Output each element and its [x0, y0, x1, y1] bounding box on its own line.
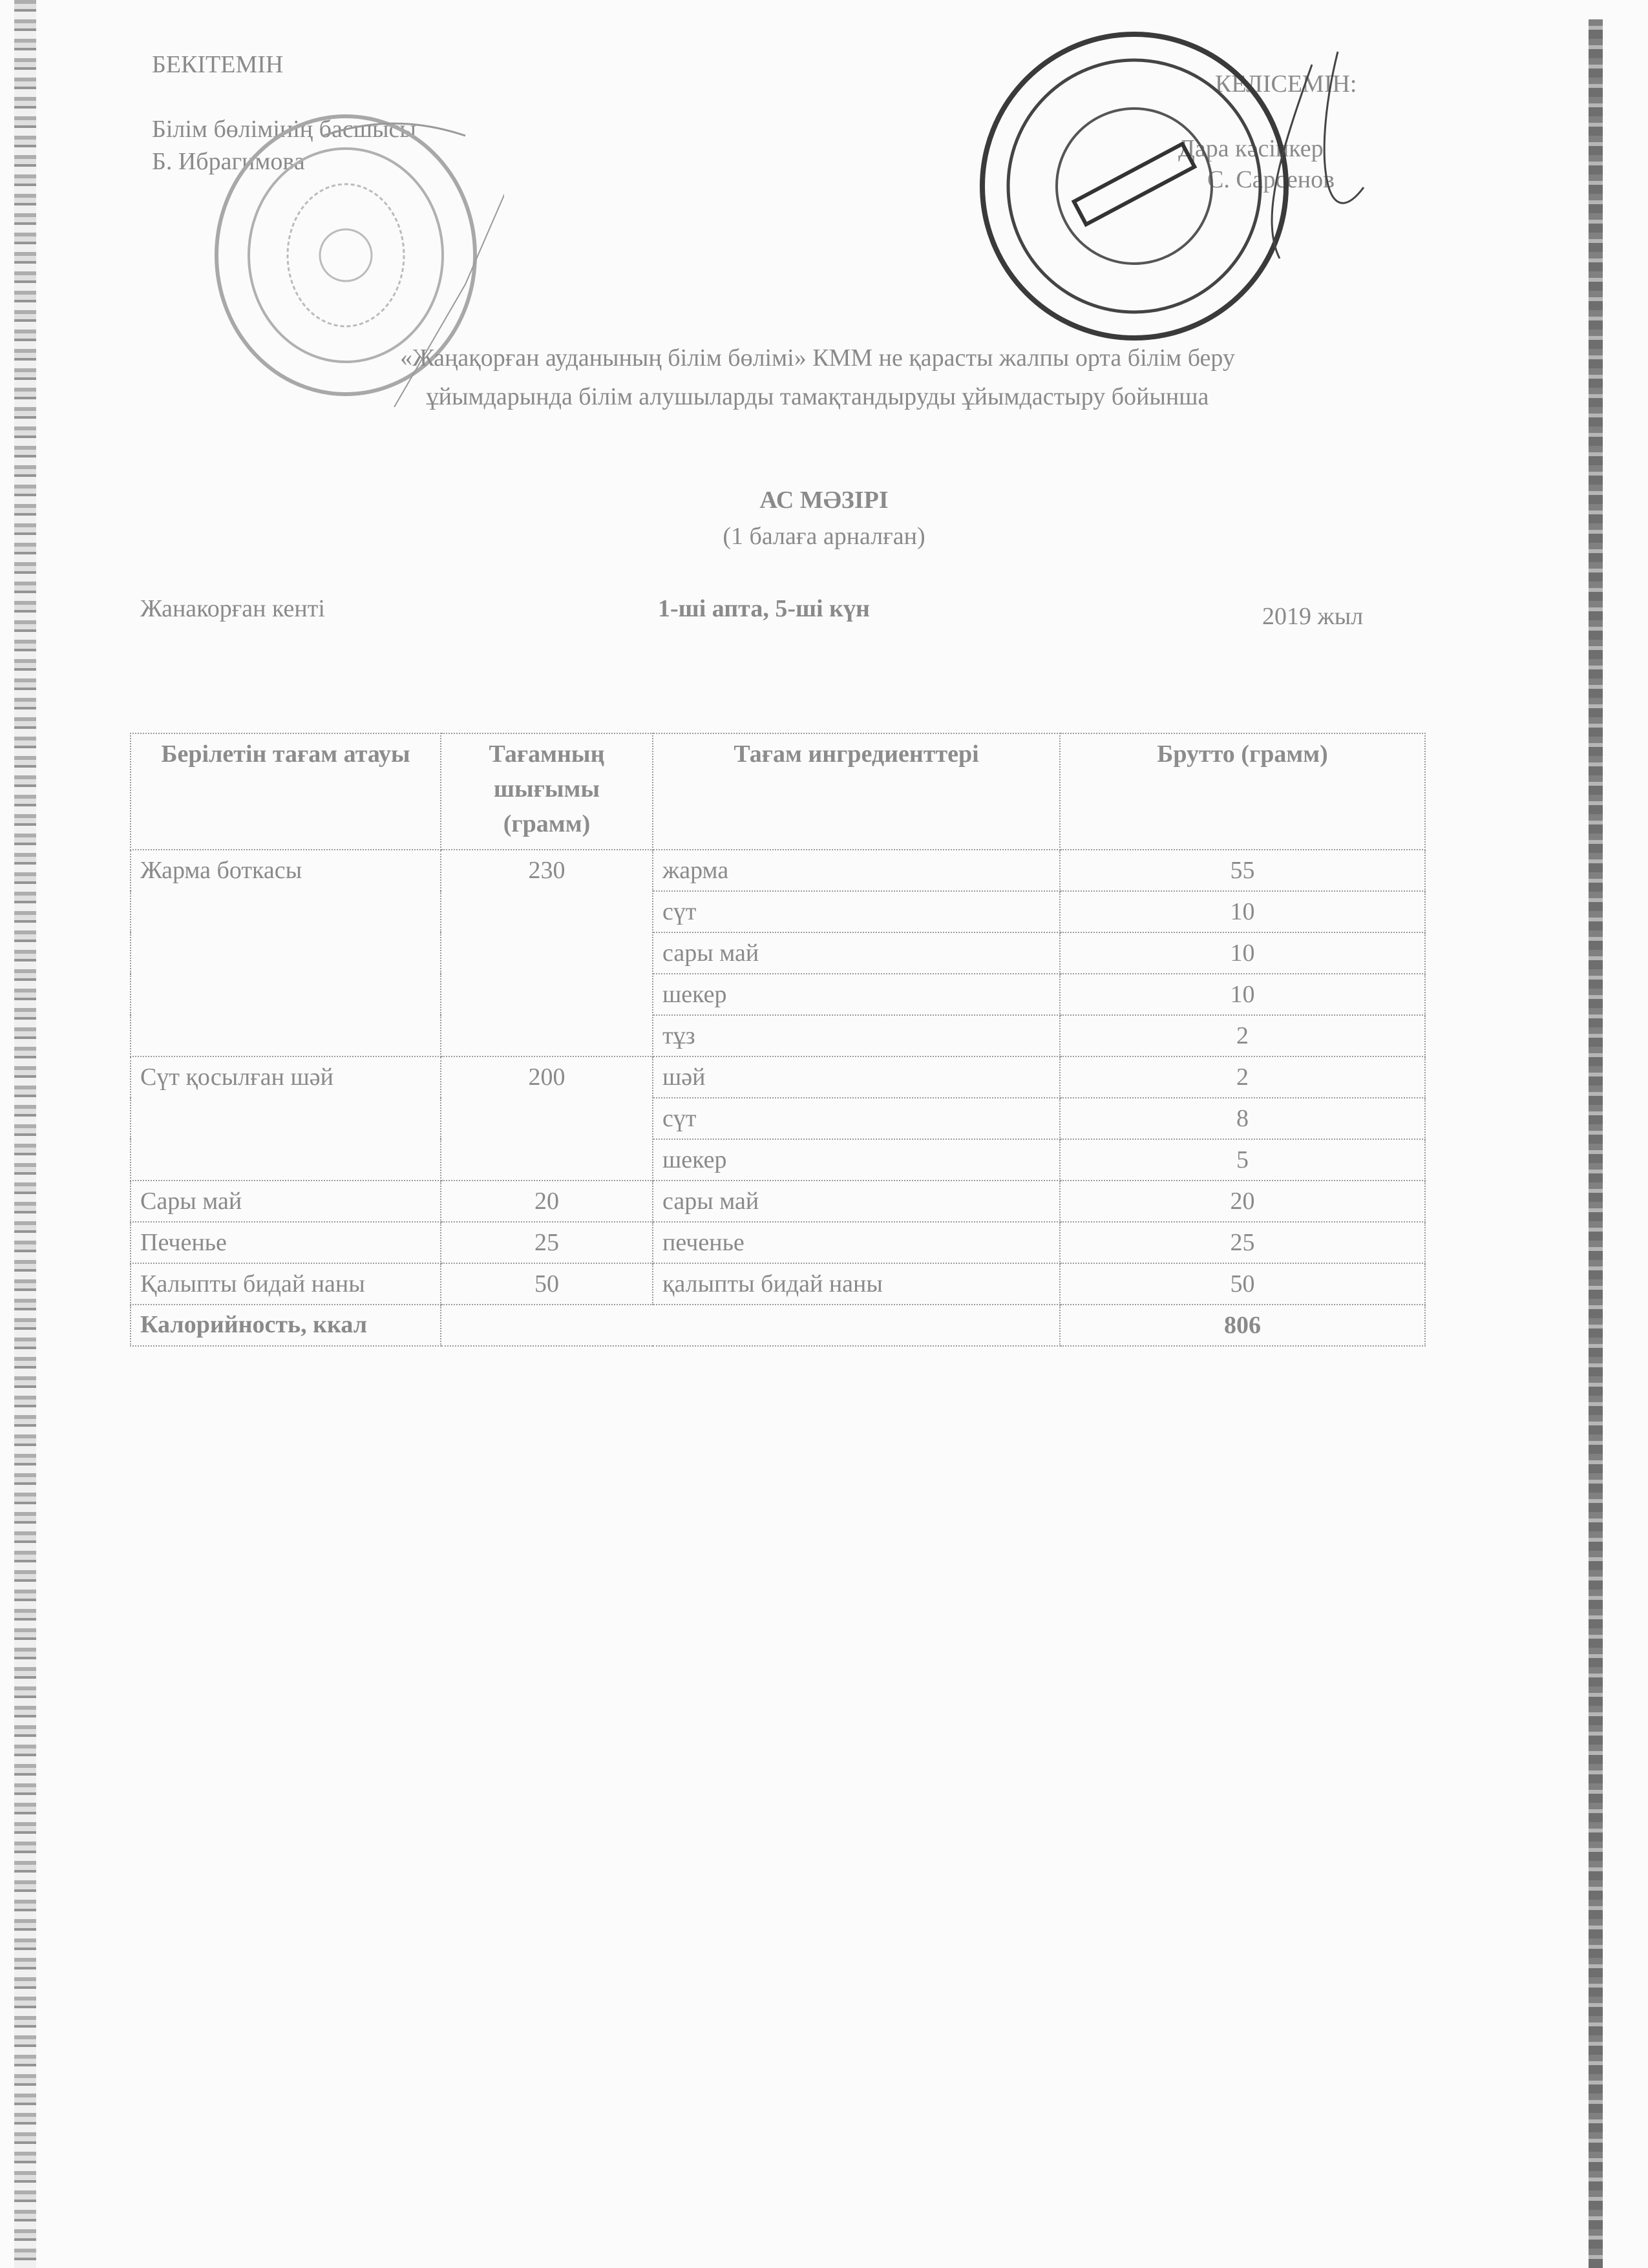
- total-label: Калорийность, ккал: [130, 1304, 441, 1347]
- ingredient-name: шекер: [652, 973, 1061, 1016]
- dish-name: Сары май: [130, 1180, 441, 1223]
- header-yield: Тағамның шығымы (грамм): [440, 733, 653, 850]
- dish-name: Сүт қосылған шәй: [130, 1056, 441, 1181]
- dish-yield: 25: [440, 1221, 653, 1264]
- intro-line-2: ұйымдарында білім алушыларды тамақтандыр…: [426, 383, 1209, 410]
- ingredient-name: шекер: [652, 1139, 1061, 1181]
- ingredient-name: жарма: [652, 849, 1061, 892]
- scan-edge-right: [1589, 19, 1603, 2268]
- header-ingredients: Тағам ингредиенттері: [652, 733, 1061, 850]
- dish-yield: 50: [440, 1263, 653, 1305]
- table-row: Қалыпты бидай наны 50 қалыпты бидай наны 50: [130, 1263, 1426, 1305]
- ingredient-gross: 25: [1059, 1221, 1426, 1264]
- page-title: АС МӘЗІРІ: [759, 487, 889, 514]
- ingredient-name: сары май: [652, 1180, 1061, 1223]
- table-row: Печенье 25 печенье 25: [130, 1221, 1426, 1264]
- ingredient-gross: 10: [1059, 973, 1426, 1016]
- ingredient-name: шәй: [652, 1056, 1061, 1098]
- table-row: тұз 2: [131, 1014, 1426, 1057]
- ingredient-name: тұз: [652, 1014, 1061, 1057]
- table-row: шекер 5: [131, 1139, 1426, 1181]
- dish-yield: 20: [440, 1180, 653, 1223]
- ingredient-gross: 50: [1059, 1263, 1426, 1305]
- left-official-stamp: [215, 114, 504, 407]
- dish-name: Қалыпты бидай наны: [130, 1263, 441, 1305]
- table-row: Сүт қосылған шәй 200 шәй 2: [130, 1056, 1426, 1181]
- header-dish: Берілетін тағам атауы: [130, 733, 441, 850]
- ingredient-gross: 2: [1059, 1056, 1426, 1098]
- ingredient-gross: 2: [1059, 1014, 1426, 1057]
- ingredient-name: қалыпты бидай наны: [652, 1263, 1061, 1305]
- table-row: Жарма боткасы 230 жарма 55: [130, 849, 1426, 1057]
- table-row: сары май 10: [131, 932, 1426, 974]
- scan-edge-left: [14, 0, 36, 2268]
- dish-name: Жарма боткасы: [130, 849, 441, 1057]
- page-subtitle: (1 балаға арналған): [723, 523, 925, 550]
- ingredient-gross: 55: [1059, 849, 1426, 892]
- dish-yield: 200: [440, 1056, 653, 1181]
- total-value: 806: [1059, 1304, 1426, 1347]
- menu-table: Берілетін тағам атауы Тағамның шығымы (г…: [130, 733, 1426, 1347]
- table-row: сүт 10: [131, 890, 1426, 933]
- dish-name: Печенье: [130, 1221, 441, 1264]
- table-row: сүт 8: [131, 1097, 1426, 1140]
- total-empty: [440, 1304, 1061, 1347]
- ingredient-gross: 10: [1059, 932, 1426, 974]
- place: Жанакорған кенті: [140, 595, 325, 622]
- ingredient-gross: 10: [1059, 890, 1426, 933]
- ingredient-gross: 5: [1059, 1139, 1426, 1181]
- ingredient-name: сүт: [652, 890, 1061, 933]
- table-row: Сары май 20 сары май 20: [130, 1180, 1426, 1223]
- week-day: 1-ші апта, 5-ші күн: [658, 595, 870, 622]
- approve-label: БЕКІТЕМІН: [152, 51, 284, 78]
- intro-line-1: «Жаңақорған ауданының білім бөлімі» КММ …: [400, 344, 1235, 372]
- ingredient-name: сүт: [652, 1097, 1061, 1140]
- year: 2019 жыл: [1262, 603, 1364, 630]
- agree-name: С. Сарсенов: [1207, 166, 1335, 193]
- ingredient-gross: 8: [1059, 1097, 1426, 1140]
- table-row: шекер 10: [131, 973, 1426, 1016]
- approve-name: Б. Ибрагимова: [152, 148, 305, 175]
- ingredient-gross: 20: [1059, 1180, 1426, 1223]
- header-gross: Брутто (грамм): [1059, 733, 1426, 850]
- dish-yield: 230: [440, 849, 653, 1057]
- ingredient-name: сары май: [652, 932, 1061, 974]
- ingredient-name: печенье: [652, 1221, 1061, 1264]
- right-entrepreneur-stamp: [980, 32, 1365, 341]
